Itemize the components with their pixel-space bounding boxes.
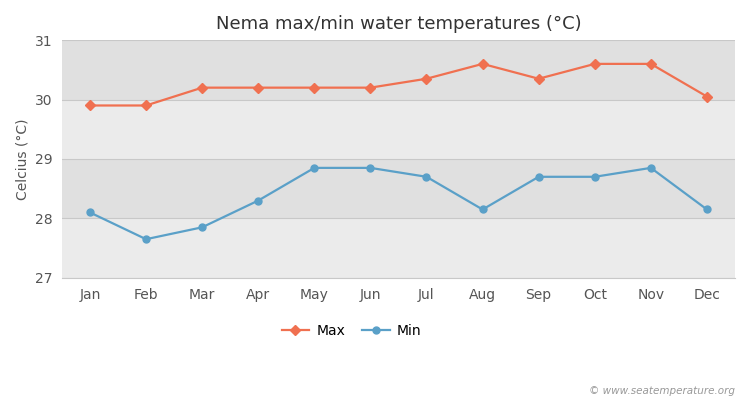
Bar [62, 40, 735, 100]
Bar [62, 218, 735, 278]
Legend: Max, Min: Max, Min [276, 318, 427, 343]
Max [422, 76, 431, 81]
Line: Max: Max [86, 60, 711, 109]
Min [646, 166, 656, 170]
Y-axis label: Celcius (°C): Celcius (°C) [15, 118, 29, 200]
Text: © www.seatemperature.org: © www.seatemperature.org [589, 386, 735, 396]
Min [422, 174, 431, 179]
Min [142, 237, 151, 242]
Line: Min: Min [86, 164, 710, 243]
Min [703, 207, 712, 212]
Max [254, 85, 262, 90]
Max [366, 85, 375, 90]
Bar [62, 159, 735, 218]
Max [646, 62, 656, 66]
Max [478, 62, 487, 66]
Max [703, 94, 712, 99]
Max [198, 85, 207, 90]
Min [590, 174, 599, 179]
Max [534, 76, 543, 81]
Max [310, 85, 319, 90]
Min [534, 174, 543, 179]
Min [478, 207, 487, 212]
Bar [62, 100, 735, 159]
Min [198, 225, 207, 230]
Title: Nema max/min water temperatures (°C): Nema max/min water temperatures (°C) [216, 15, 581, 33]
Max [142, 103, 151, 108]
Max [590, 62, 599, 66]
Min [366, 166, 375, 170]
Max [86, 103, 94, 108]
Min [254, 198, 262, 203]
Min [310, 166, 319, 170]
Min [86, 210, 94, 215]
